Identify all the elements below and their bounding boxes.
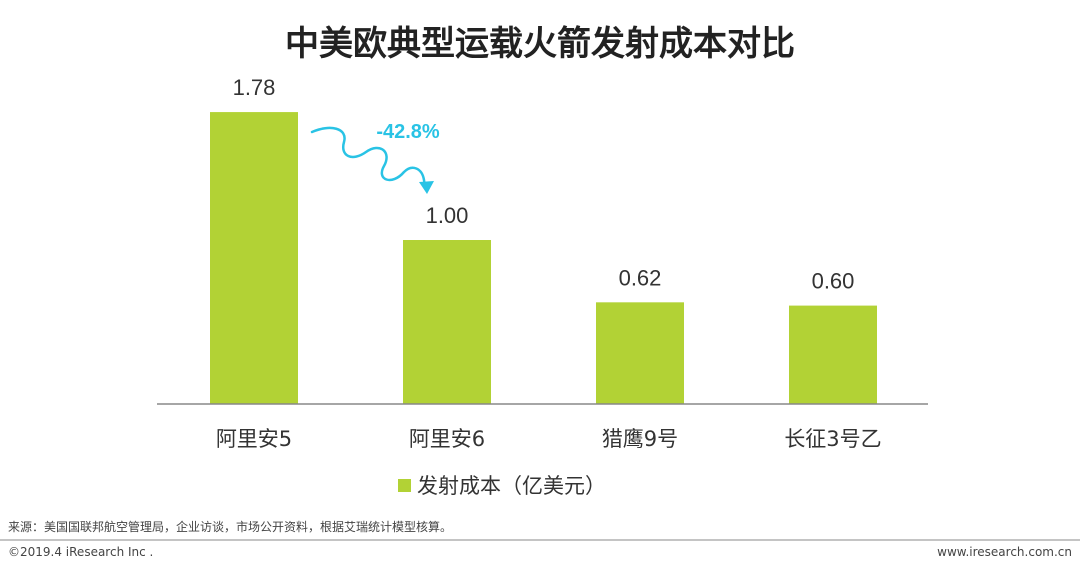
category-label-1: 阿里安5 xyxy=(216,427,292,451)
category-label-4: 长征3号乙 xyxy=(784,427,881,451)
category-label-3: 猎鹰9号 xyxy=(602,427,678,451)
value-label-4: 0.60 xyxy=(812,269,855,294)
value-label-3: 0.62 xyxy=(619,265,662,290)
copyright-text: ©2019.4 iResearch Inc . xyxy=(8,545,153,559)
bar-4 xyxy=(789,305,877,404)
legend-label: 发射成本（亿美元） xyxy=(417,474,606,498)
value-label-2: 1.00 xyxy=(426,203,469,228)
change-annotation: -42.8% xyxy=(310,121,440,194)
value-labels-layer: 1.78 1.00 0.62 0.60 xyxy=(233,75,855,294)
value-label-1: 1.78 xyxy=(233,75,276,100)
legend-swatch xyxy=(398,479,411,492)
bars-layer xyxy=(210,112,877,404)
bar-3 xyxy=(596,302,684,404)
wavy-arrow-shaft xyxy=(310,126,427,190)
change-percent-label: -42.8% xyxy=(376,121,440,143)
legend: 发射成本（亿美元） xyxy=(398,474,606,498)
category-labels-layer: 阿里安5 阿里安6 猎鹰9号 长征3号乙 xyxy=(216,427,882,451)
bar-1 xyxy=(210,112,298,404)
website-text: www.iresearch.com.cn xyxy=(937,545,1072,559)
category-label-2: 阿里安6 xyxy=(409,427,485,451)
arrow-head-icon xyxy=(419,181,434,194)
chart-title: 中美欧典型运载火箭发射成本对比 xyxy=(285,24,795,64)
bar-2 xyxy=(403,240,491,404)
source-note: 来源：美国国联邦航空管理局，企业访谈，市场公开资料，根据艾瑞统计模型核算。 xyxy=(8,519,452,534)
